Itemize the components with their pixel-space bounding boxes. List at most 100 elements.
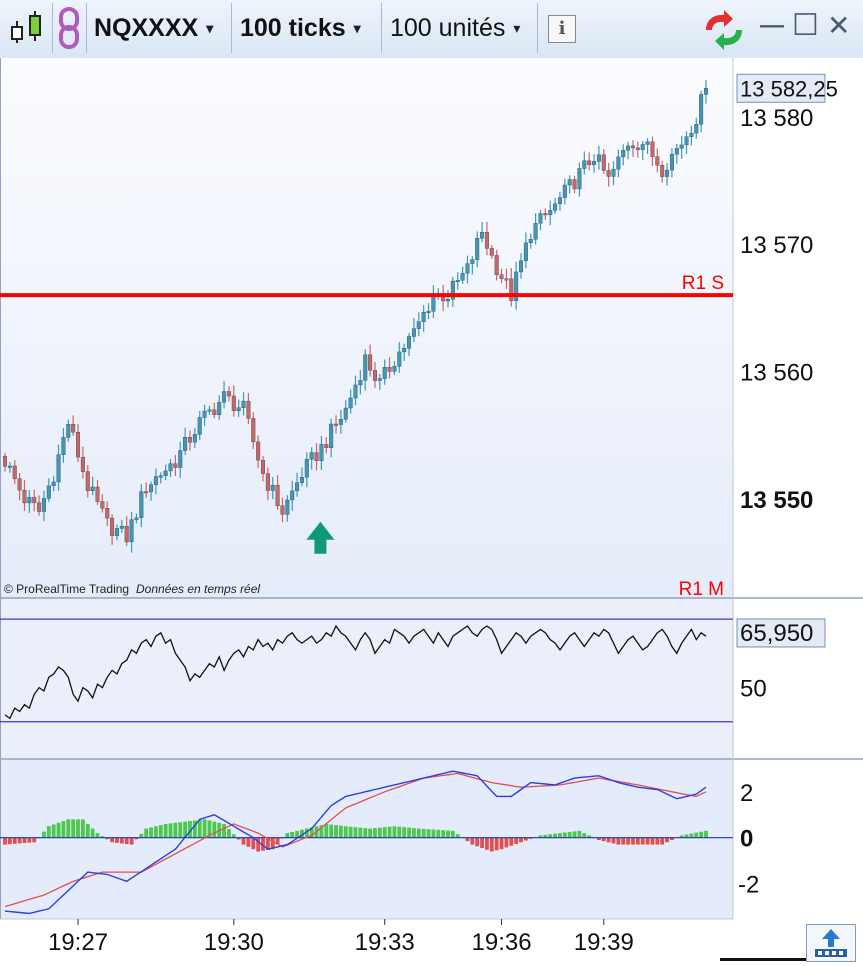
candle-body <box>299 477 304 483</box>
macd-histogram-bar <box>275 837 280 844</box>
chevron-down-icon: ▾ <box>513 19 521 36</box>
symbol-selector[interactable]: NQXXXX ▾ <box>86 3 232 53</box>
macd-histogram-bar <box>348 826 353 838</box>
macd-histogram-bar <box>611 837 616 844</box>
oscillator-line <box>4 624 707 720</box>
candle-body <box>338 418 343 425</box>
macd-histogram-bar <box>144 828 149 838</box>
candle-body <box>655 156 660 166</box>
candle-body <box>557 197 562 204</box>
candle-body <box>475 238 480 260</box>
quantity-selector[interactable]: 100 unités ▾ <box>382 3 538 53</box>
macd-histogram-bar <box>426 829 431 838</box>
price-tick-label: 13 580 <box>740 105 813 132</box>
info-icon[interactable]: i <box>548 15 576 43</box>
candle-body <box>37 502 42 512</box>
refresh-arrows-icon[interactable] <box>700 10 748 50</box>
macd-histogram-bar <box>538 835 543 838</box>
candle-body <box>411 328 416 337</box>
macd-histogram-bar <box>670 837 674 840</box>
price-candles <box>3 79 709 554</box>
macd-histogram-bar <box>309 827 314 838</box>
macd-histogram-bar <box>407 827 411 838</box>
candle-body <box>334 423 339 426</box>
scroll-up-icon <box>815 929 847 957</box>
candle-body <box>484 232 489 249</box>
candle-body <box>543 213 548 216</box>
oscillator-pane <box>0 598 733 759</box>
macd-histogram-bar <box>485 837 489 850</box>
macd-histogram-bar <box>504 837 509 848</box>
macd-histogram-bar <box>465 837 470 842</box>
macd-histogram-bar <box>650 837 655 845</box>
macd-histogram-bar <box>285 833 290 838</box>
macd-histogram-bar <box>373 828 377 838</box>
candle-body <box>689 132 694 137</box>
candle-body <box>377 378 382 381</box>
candle-body <box>553 203 558 211</box>
macd-histogram-bar <box>319 825 324 838</box>
macd-histogram-bar <box>621 837 626 845</box>
macd-histogram-bar <box>416 828 421 838</box>
maximize-icon[interactable]: ☐ <box>792 9 819 42</box>
macd-histogram-bar <box>168 823 173 838</box>
candle-body <box>416 321 421 329</box>
macd-histogram-bar <box>601 837 606 842</box>
macd-histogram-bar <box>46 826 51 838</box>
candle-body <box>66 424 71 438</box>
candle-body <box>426 311 431 314</box>
candle-body <box>114 528 119 536</box>
macd-histogram-bar <box>76 819 80 838</box>
candle-body <box>119 525 124 529</box>
candle-body <box>596 154 601 162</box>
candle-body <box>85 471 90 492</box>
candle-body <box>22 489 27 504</box>
minimize-icon[interactable]: — <box>760 12 784 39</box>
candlestick-style-button[interactable] <box>0 3 53 53</box>
price-pane <box>0 58 733 598</box>
macd-histogram-bar <box>66 819 71 838</box>
candle-body <box>445 299 450 302</box>
macd-histogram-bar <box>606 837 611 843</box>
macd-histogram-bar <box>553 833 557 838</box>
last-price-label: 13 582,25 <box>740 76 838 101</box>
candle-body <box>533 223 538 240</box>
candle-body <box>679 144 684 149</box>
interval-label: 100 ticks <box>240 13 346 42</box>
x-axis-area <box>0 919 863 963</box>
macd-histogram-bar <box>523 837 528 841</box>
macd-histogram-bar <box>197 819 202 838</box>
macd-histogram-bar <box>509 837 514 846</box>
candle-body <box>392 365 397 372</box>
macd-histogram-bar <box>358 827 363 838</box>
macd-line <box>4 770 707 915</box>
candle-body <box>694 124 699 134</box>
close-icon[interactable]: ✕ <box>827 10 851 41</box>
candle-body <box>76 431 81 458</box>
scroll-to-latest-button[interactable] <box>806 924 856 962</box>
candle-body <box>197 417 202 435</box>
macd-histogram-bar <box>626 837 631 845</box>
macd-histogram-bar <box>631 837 635 845</box>
link-button[interactable] <box>52 3 87 53</box>
macd-histogram-bar <box>475 837 480 847</box>
macd-histogram-bar <box>363 828 368 838</box>
macd-histogram-bar <box>178 822 183 838</box>
macd-histogram-bar <box>265 837 270 850</box>
candle-body <box>587 160 592 165</box>
candle-body <box>621 150 626 158</box>
r1-s-label: R1 S <box>682 273 724 294</box>
macd-histogram-bar <box>494 837 499 851</box>
interval-selector[interactable]: 100 ticks ▾ <box>232 3 382 53</box>
candle-body <box>548 210 553 216</box>
candle-body <box>212 409 217 415</box>
macd-histogram-bar <box>163 823 168 838</box>
macd-histogram-bar <box>421 828 426 838</box>
macd-histogram-bar <box>3 837 7 845</box>
candle-body <box>372 370 377 381</box>
candle-body <box>704 88 709 95</box>
candle-body <box>387 367 392 372</box>
chart-area[interactable]: R1 S R1 M 13 580 13 570 13 560 13 550 13 582,… <box>0 58 863 963</box>
candle-body <box>329 423 334 448</box>
candle-body <box>684 136 689 146</box>
